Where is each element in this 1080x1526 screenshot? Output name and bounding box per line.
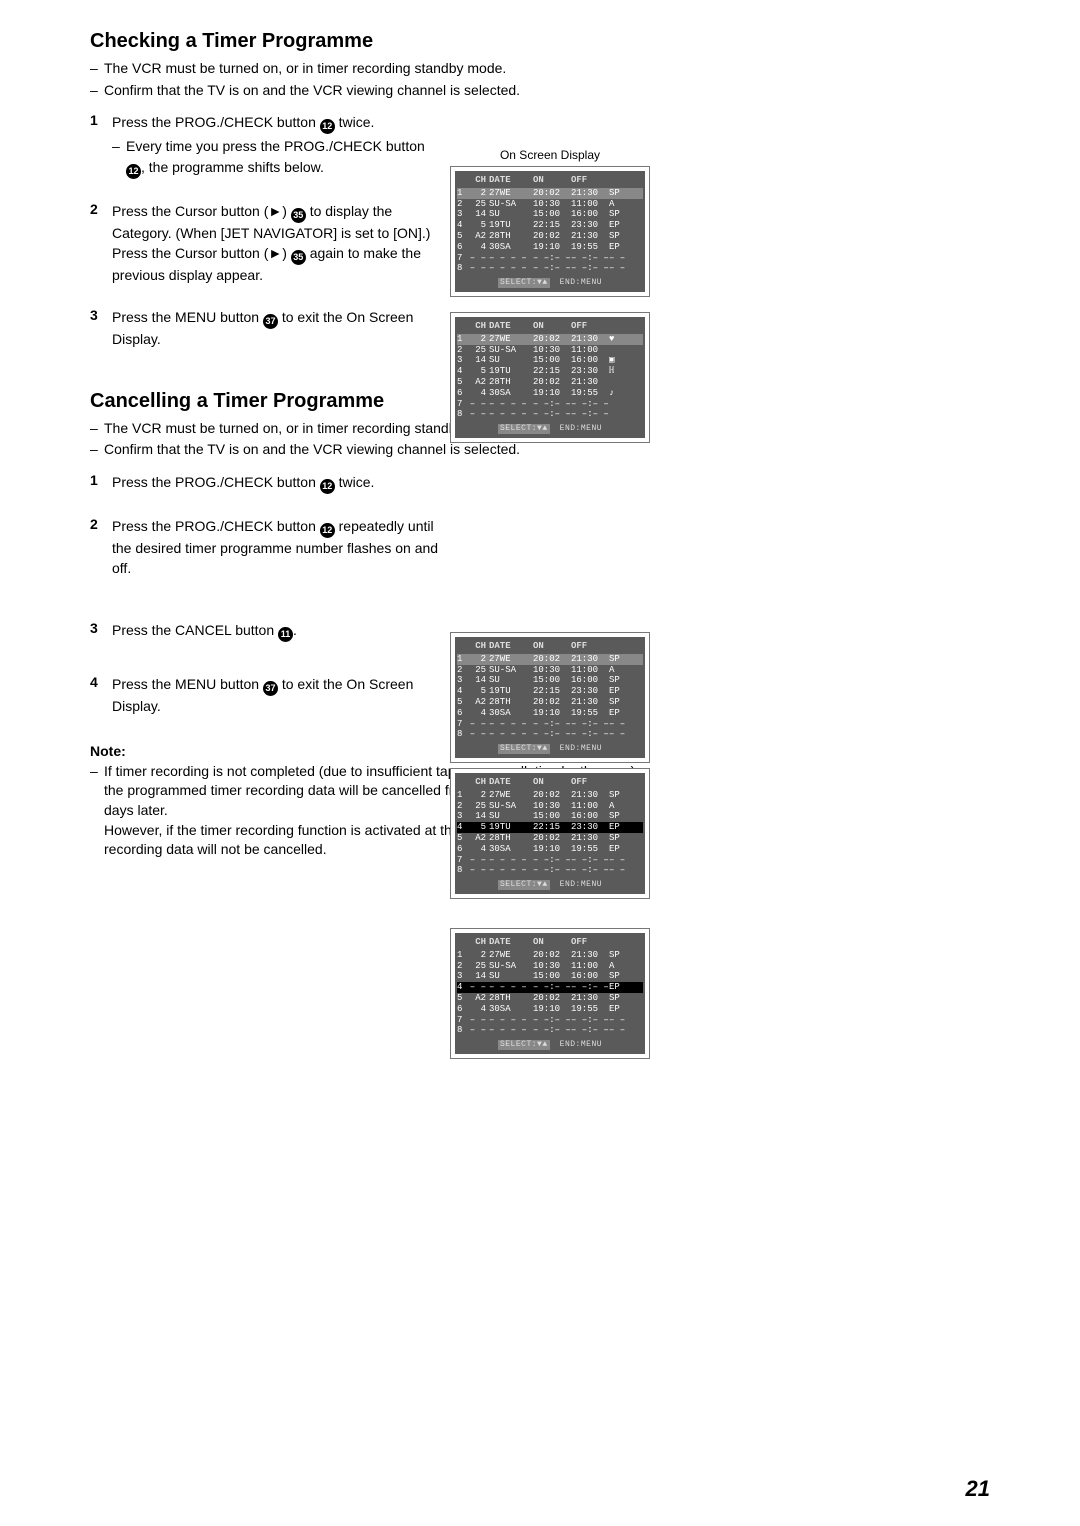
- osd-panel-block: CHDATEONOFF1227WE20:0221:30SP225SU-SA10:…: [450, 928, 650, 1059]
- ref-circle-icon: 12: [320, 523, 335, 538]
- step: 2 Press the PROG./CHECK button 12 repeat…: [90, 516, 650, 579]
- step: 1 Press the PROG./CHECK button 12 twice.: [90, 472, 650, 494]
- ref-circle-icon: 35: [291, 250, 306, 265]
- osd-panel: CHDATEONOFF1227WE20:0221:30♥225SU-SA10:3…: [450, 312, 650, 443]
- ref-circle-icon: 37: [263, 681, 278, 696]
- osd-panel-block: CHDATEONOFF1227WE20:0221:30♥225SU-SA10:3…: [450, 312, 650, 443]
- heading-checking: Checking a Timer Programme: [90, 30, 650, 53]
- page-number: 21: [966, 1476, 990, 1502]
- osd-panel: CHDATEONOFF1227WE20:0221:30SP225SU-SA10:…: [450, 928, 650, 1059]
- osd-caption-block: On Screen Display CHDATEONOFF1227WE20:02…: [450, 148, 650, 297]
- ref-circle-icon: 12: [126, 164, 141, 179]
- ref-circle-icon: 12: [320, 119, 335, 134]
- osd-panel-block: CHDATEONOFF1227WE20:0221:30SP225SU-SA10:…: [450, 632, 650, 763]
- ref-circle-icon: 11: [278, 627, 293, 642]
- ref-circle-icon: 12: [320, 479, 335, 494]
- osd-panel-block: CHDATEONOFF1227WE20:0221:30SP225SU-SA10:…: [450, 768, 650, 899]
- bullet: –Confirm that the TV is on and the VCR v…: [90, 440, 650, 460]
- osd-panel: CHDATEONOFF1227WE20:0221:30SP225SU-SA10:…: [450, 768, 650, 899]
- bullet: –The VCR must be turned on, or in timer …: [90, 59, 650, 79]
- osd-panel: CHDATEONOFF1227WE20:0221:30SP225SU-SA10:…: [450, 632, 650, 763]
- ref-circle-icon: 35: [291, 208, 306, 223]
- ref-circle-icon: 37: [263, 314, 278, 329]
- osd-panel: CHDATEONOFF1227WE20:0221:30SP225SU-SA10:…: [450, 166, 650, 297]
- osd-caption: On Screen Display: [450, 148, 650, 162]
- bullet: –Confirm that the TV is on and the VCR v…: [90, 81, 650, 101]
